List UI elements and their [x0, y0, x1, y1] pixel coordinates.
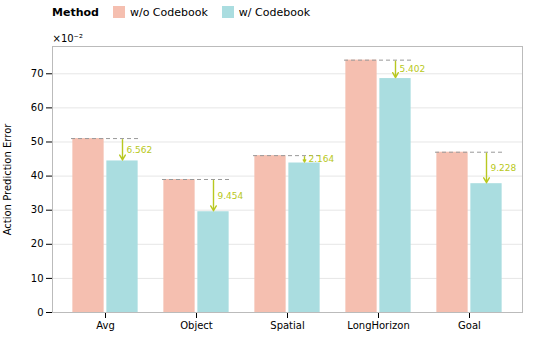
svg-text:60: 60: [31, 102, 44, 113]
html-text:w/ Codebook: w/ Codebook: [238, 5, 310, 19]
svg-text:70: 70: [31, 68, 44, 79]
svg-text:30: 30: [31, 204, 44, 215]
svg-text:2.164: 2.164: [309, 154, 335, 164]
html-text:Method: Method: [52, 5, 99, 19]
svg-text:6.562: 6.562: [127, 145, 153, 155]
svg-text:9.228: 9.228: [491, 163, 517, 173]
svg-text:20: 20: [31, 238, 44, 249]
svg-text:LongHorizon: LongHorizon: [347, 320, 409, 331]
svg-text:Goal: Goal: [458, 320, 481, 331]
svg-text:Action Prediction Error: Action Prediction Error: [2, 123, 13, 236]
svg-text:50: 50: [31, 136, 44, 147]
svg-text:40: 40: [31, 170, 44, 181]
svg-text:5.402: 5.402: [400, 64, 426, 74]
svg-text:10: 10: [31, 273, 44, 284]
svg-text:Avg: Avg: [96, 320, 115, 331]
svg-text:Spatial: Spatial: [270, 320, 304, 331]
svg-text:×10⁻²: ×10⁻²: [53, 33, 83, 44]
html-text:w/o Codebook: w/o Codebook: [129, 5, 208, 19]
svg-text:Object: Object: [180, 320, 213, 331]
svg-text:9.454: 9.454: [218, 191, 244, 201]
svg-text:0: 0: [37, 307, 43, 318]
